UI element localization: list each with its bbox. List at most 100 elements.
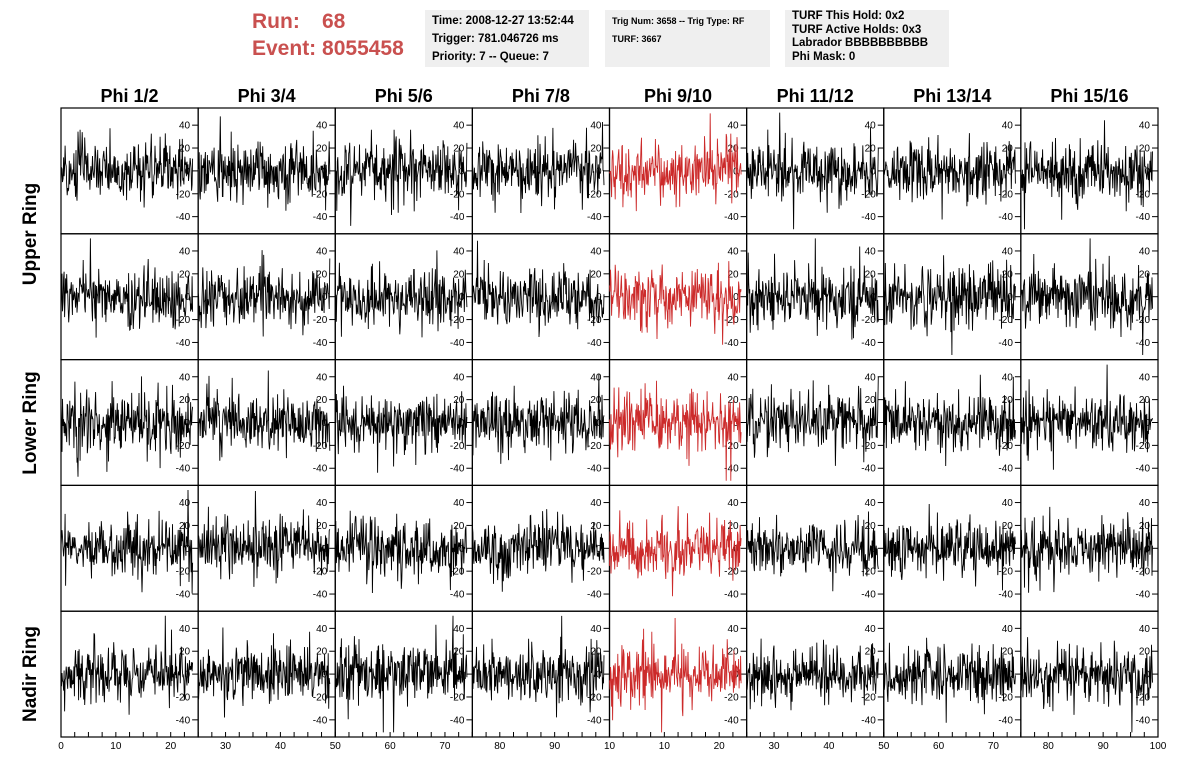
y-tick-label: 20	[179, 395, 191, 406]
y-tick-label: 20	[865, 269, 877, 280]
y-tick-label: -20	[998, 315, 1013, 326]
y-tick-label: -20	[450, 441, 465, 452]
y-tick-label: -20	[587, 441, 602, 452]
y-tick-label: 0	[1144, 292, 1150, 303]
y-tick-label: -20	[176, 692, 191, 703]
waveform-trace	[471, 240, 605, 338]
time-line: Time: 2008-12-27 13:52:44	[432, 15, 574, 27]
trigger-line: Trigger: 781.046726 ms	[432, 33, 559, 45]
trig-num-line: Trig Num: 3658 -- Trig Type: RF	[612, 16, 745, 26]
y-tick-label: 40	[590, 121, 602, 132]
y-tick-label: 0	[870, 166, 876, 177]
y-tick-label: 0	[185, 544, 191, 555]
waveform-panel-r2-c1: -40 -20 0 20 40	[60, 233, 199, 361]
y-tick-label: 20	[453, 269, 465, 280]
y-tick-label: 40	[453, 372, 465, 383]
y-tick-label: -20	[587, 315, 602, 326]
y-tick-label: 40	[590, 624, 602, 635]
x-tick-label: 50	[330, 741, 342, 752]
y-tick-label: -40	[998, 212, 1013, 223]
x-tick-label: 50	[878, 741, 890, 752]
y-tick-label: -40	[450, 715, 465, 726]
y-tick-label: 20	[590, 269, 602, 280]
y-tick-label: 20	[865, 521, 877, 532]
phi-header-7: Phi 13/14	[913, 86, 992, 106]
waveform-trace	[609, 506, 742, 597]
y-tick-label: -20	[724, 315, 739, 326]
y-tick-label: -20	[998, 441, 1013, 452]
y-tick-label: -40	[861, 715, 876, 726]
turf-active-holds-line: TURF Active Holds: 0x3	[792, 23, 922, 36]
waveform-trace	[609, 380, 742, 481]
x-tick-label: 40	[275, 741, 287, 752]
y-tick-label: -20	[1136, 441, 1151, 452]
y-tick-label: 40	[179, 121, 191, 132]
y-tick-label: 20	[179, 647, 191, 658]
x-tick-label: 80	[494, 741, 506, 752]
y-tick-label: 40	[728, 372, 740, 383]
waveform-trace	[746, 376, 879, 466]
y-tick-label: -20	[176, 441, 191, 452]
waveform-trace	[471, 615, 605, 718]
y-tick-label: 20	[1002, 269, 1014, 280]
y-tick-label: 20	[1002, 395, 1014, 406]
y-tick-label: 20	[1002, 647, 1014, 658]
y-tick-label: 20	[1139, 521, 1151, 532]
waveform-trace	[1020, 238, 1153, 356]
waveform-trace	[471, 509, 605, 592]
y-tick-label: 20	[179, 144, 191, 155]
x-tick-label: 30	[220, 741, 232, 752]
y-tick-label: -40	[587, 464, 602, 475]
waveform-trace	[334, 129, 468, 226]
run-label: Run:	[252, 10, 300, 33]
y-tick-label: 20	[1002, 521, 1014, 532]
y-tick-label: 40	[1002, 498, 1014, 509]
y-tick-label: 40	[1139, 372, 1151, 383]
phi-header-6: Phi 11/12	[776, 86, 854, 106]
waveform-trace	[609, 617, 742, 733]
priority-line: Priority: 7 -- Queue: 7	[432, 51, 549, 63]
y-tick-label: 0	[596, 544, 602, 555]
y-tick-label: 20	[316, 647, 328, 658]
y-tick-label: 20	[590, 144, 602, 155]
y-tick-label: 20	[728, 521, 740, 532]
x-tick-label: 60	[933, 741, 945, 752]
y-tick-label: 40	[865, 498, 877, 509]
turf-info-panel: TURF This Hold: 0x2 TURF Active Holds: 0…	[785, 10, 949, 67]
y-tick-label: 20	[453, 647, 465, 658]
y-tick-label: 40	[453, 498, 465, 509]
y-tick-label: -40	[313, 715, 328, 726]
y-tick-label: 20	[728, 269, 740, 280]
x-axis-tick-labels: 0 10 20 30 40 50 60 70 80 90 10 10 20 30 40 50 60 70 80 90 1…	[58, 732, 1167, 752]
y-tick-label: 20	[179, 269, 191, 280]
y-tick-label: -40	[861, 338, 876, 349]
run-value: 68	[322, 10, 346, 33]
turf-this-hold-line: TURF This Hold: 0x2	[792, 10, 905, 22]
y-tick-label: -40	[998, 338, 1013, 349]
y-tick-label: 40	[179, 624, 191, 635]
x-tick-label: 90	[549, 741, 561, 752]
waveform-trace	[60, 489, 194, 594]
waveform-trace	[197, 116, 331, 211]
y-tick-label: -40	[450, 212, 465, 223]
y-tick-label: 40	[179, 372, 191, 383]
waveform-panel-r2-c4: -40 -20 0 20 40	[471, 233, 611, 361]
y-tick-label: -40	[724, 464, 739, 475]
y-tick-label: -20	[450, 189, 465, 200]
waveform-trace	[883, 374, 1016, 467]
waveform-trace	[334, 615, 468, 733]
y-tick-label: 20	[590, 647, 602, 658]
y-tick-label: -20	[861, 567, 876, 578]
y-tick-label: 0	[185, 292, 191, 303]
